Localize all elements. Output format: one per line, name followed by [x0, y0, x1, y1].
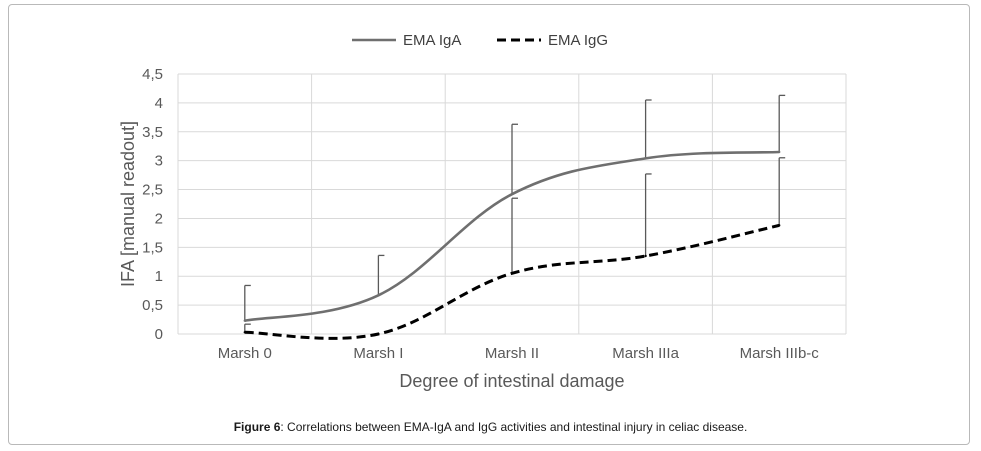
- figure-frame: [8, 4, 970, 445]
- y-tick-label: 2,5: [142, 182, 163, 199]
- data-point: [510, 272, 514, 275]
- y-tick-label: 3: [155, 153, 163, 170]
- y-tick-label: 1,5: [142, 239, 163, 256]
- y-tick-label: 1: [155, 268, 163, 285]
- data-point: [644, 157, 647, 160]
- x-tick-label: Marsh I: [353, 345, 403, 362]
- legend-label: EMA IgA: [403, 32, 461, 49]
- y-tick-label: 0,5: [142, 297, 163, 314]
- figure-caption-text: : Correlations between EMA-IgA and IgG a…: [280, 420, 748, 434]
- y-axis-ticks: 0 0,5 1 1,5 2 2,5 3 3,5 4 4,5: [142, 66, 163, 343]
- legend-label: EMA IgG: [548, 32, 608, 49]
- chart-legend: EMA IgA EMA IgG: [352, 32, 608, 49]
- y-tick-label: 0: [155, 326, 163, 343]
- y-tick-label: 3,5: [142, 124, 163, 141]
- data-point: [377, 294, 380, 297]
- x-axis-label: Degree of intestinal damage: [399, 371, 624, 391]
- data-point: [243, 319, 246, 322]
- x-tick-label: Marsh IIIb-c: [740, 345, 820, 362]
- x-tick-label: Marsh II: [485, 345, 539, 362]
- x-tick-label: Marsh IIIa: [612, 345, 679, 362]
- y-tick-label: 2: [155, 210, 163, 227]
- data-point: [644, 254, 647, 258]
- data-point: [377, 332, 380, 336]
- chart-series: [243, 150, 781, 340]
- x-axis-ticks: Marsh 0 Marsh I Marsh II Marsh IIIa Marsh II…: [218, 345, 820, 362]
- figure-caption-label: Figure 6: [233, 420, 281, 434]
- y-tick-label: 4: [155, 95, 163, 112]
- error-bars: [244, 94, 786, 333]
- y-tick-label: 4,5: [142, 66, 163, 83]
- data-point: [510, 192, 514, 196]
- data-point: [778, 150, 781, 154]
- x-tick-label: Marsh 0: [218, 345, 272, 362]
- data-point: [778, 224, 781, 227]
- data-point: [243, 331, 246, 334]
- y-axis-label: IFA [manual readout]: [118, 121, 138, 287]
- figure-caption: Figure 6: Correlations between EMA-IgA a…: [0, 420, 981, 434]
